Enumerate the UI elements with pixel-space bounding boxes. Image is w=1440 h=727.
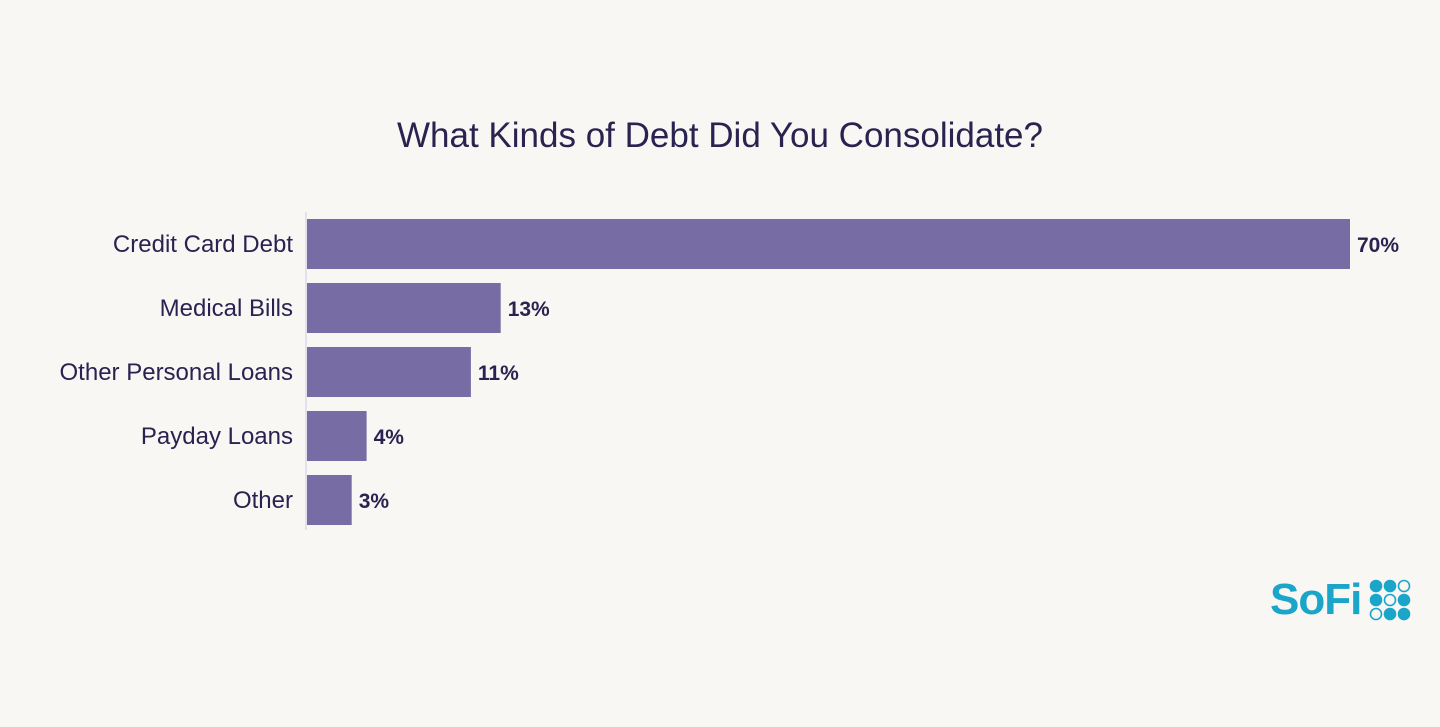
data-label: 11%	[478, 362, 519, 385]
bar	[307, 411, 367, 461]
logo-dot	[1384, 607, 1397, 621]
data-label: 3%	[359, 490, 390, 513]
logo-dots-icon	[1370, 579, 1411, 621]
logo-dot	[1384, 593, 1397, 607]
category-label: Credit Card Debt	[113, 231, 293, 258]
logo-text: SoFi	[1270, 575, 1362, 624]
logo-dot	[1398, 593, 1411, 607]
bar	[307, 347, 471, 397]
bar	[307, 219, 1350, 269]
category-label: Medical Bills	[160, 295, 293, 322]
bar	[307, 475, 352, 525]
sofi-logo: SoFi	[1270, 578, 1411, 622]
logo-dot	[1370, 579, 1383, 593]
bar	[307, 283, 501, 333]
data-label: 70%	[1357, 234, 1399, 257]
data-label: 4%	[374, 426, 405, 449]
category-label: Other Personal Loans	[60, 359, 293, 386]
logo-dot	[1370, 593, 1383, 607]
category-label: Other	[233, 487, 293, 514]
logo-dot	[1384, 579, 1397, 593]
logo-dot	[1398, 607, 1411, 621]
data-label: 13%	[508, 298, 550, 321]
category-label: Payday Loans	[141, 423, 293, 450]
logo-dot	[1398, 579, 1411, 593]
logo-dot	[1370, 607, 1383, 621]
chart-title: What Kinds of Debt Did You Consolidate?	[397, 116, 1043, 155]
